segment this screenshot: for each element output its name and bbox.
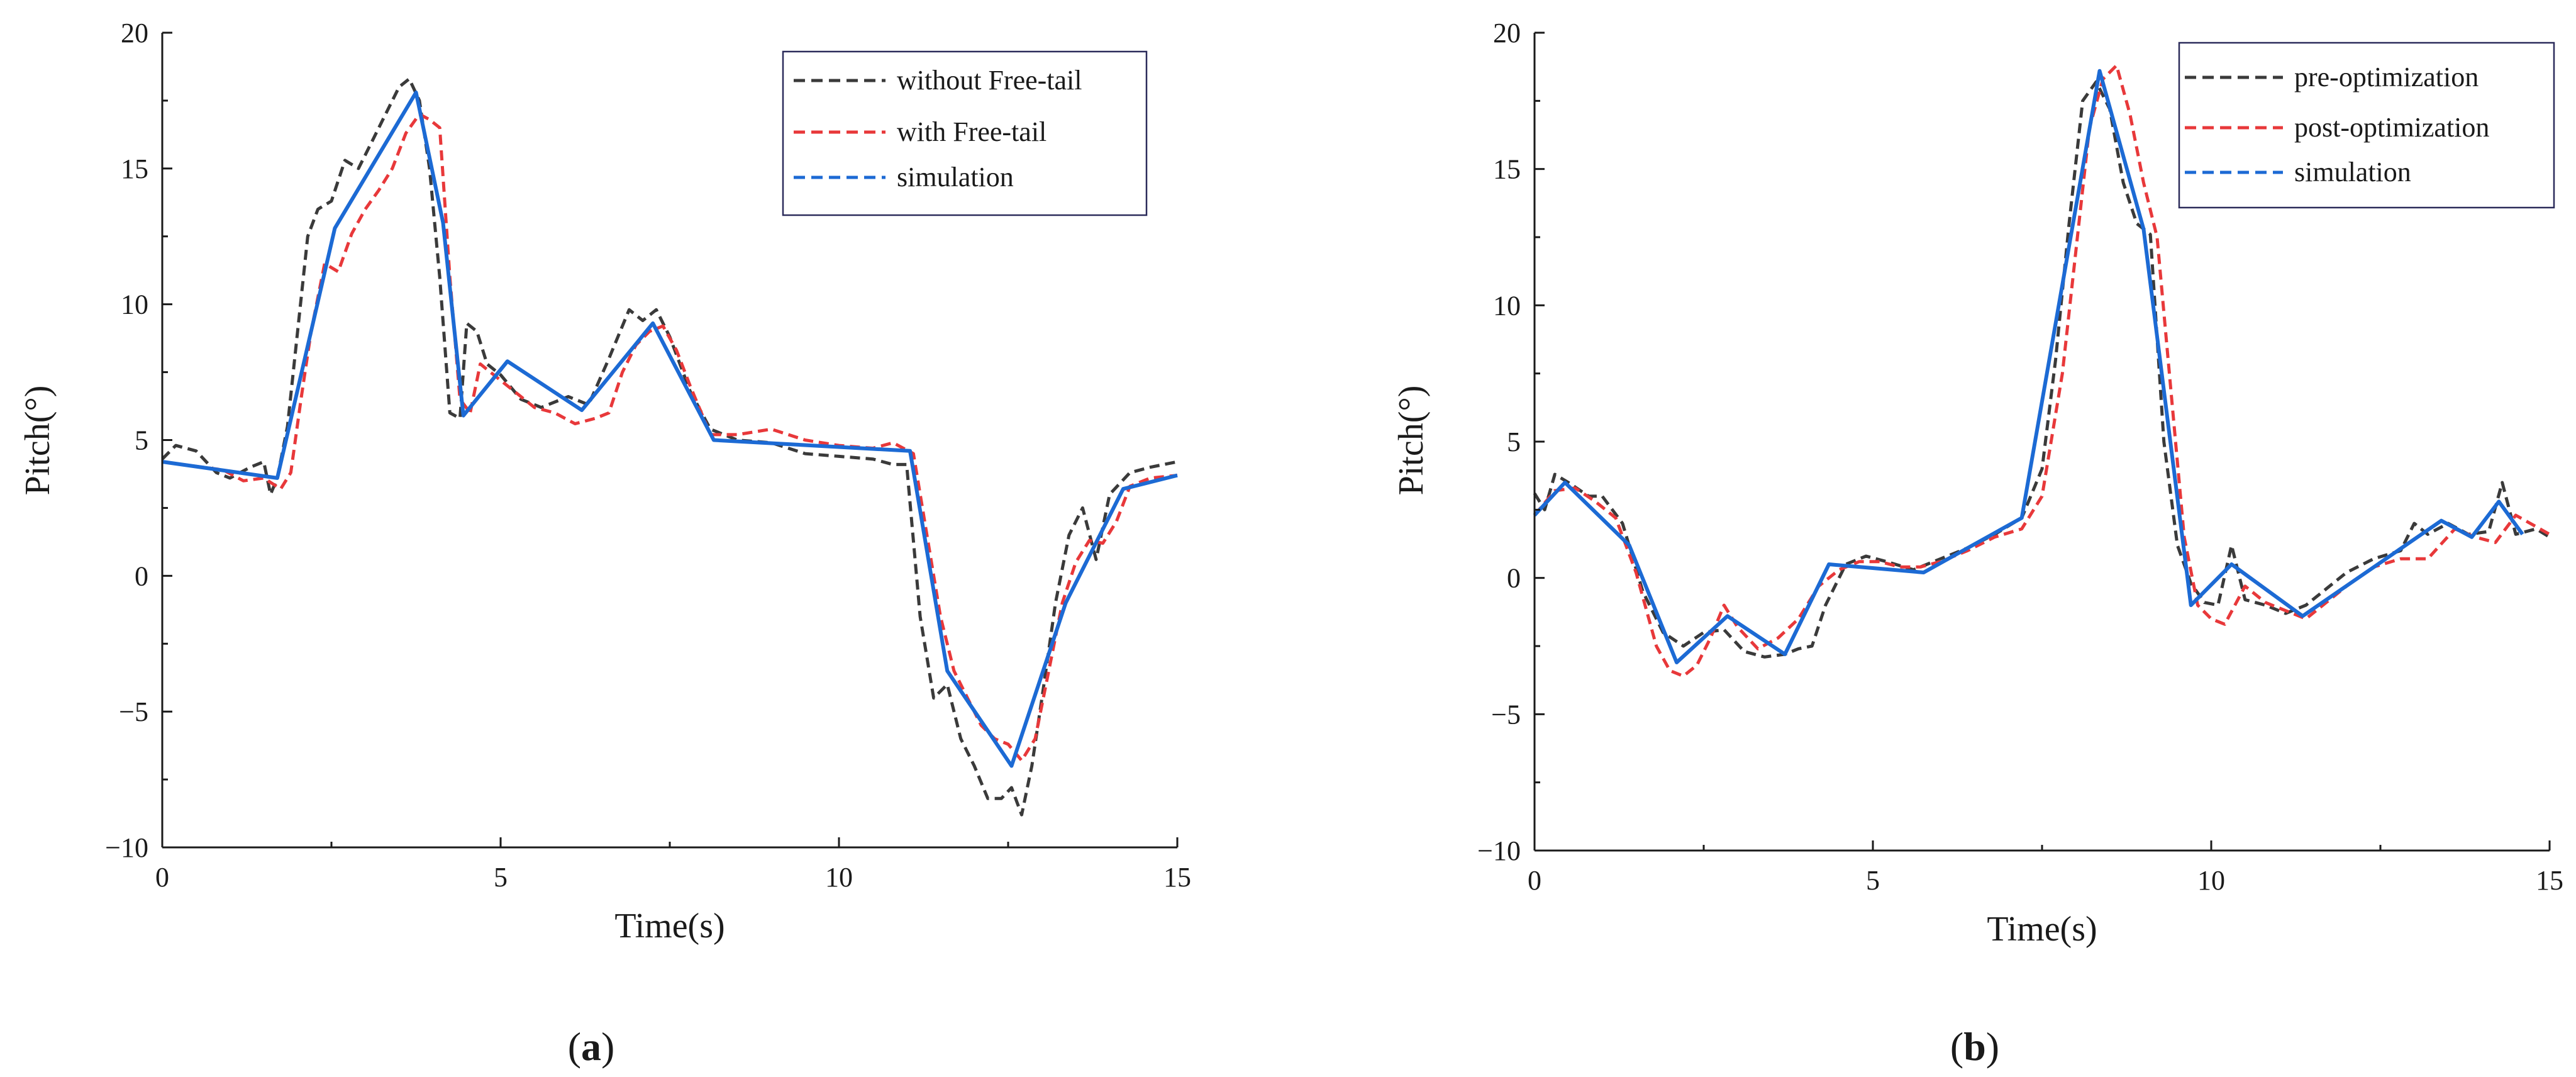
x-tick-label: 5 [1866, 865, 1880, 896]
x-axis-title: Time(s) [614, 907, 724, 946]
series-line-post-optimization [1533, 64, 2551, 678]
y-tick-label: −5 [119, 696, 148, 727]
panel-caption-b: (b) [1950, 1024, 1999, 1069]
series-line-simulation [1533, 69, 2524, 664]
y-tick-label: 0 [135, 561, 148, 591]
legend-box [782, 50, 1148, 216]
x-tick-label: 0 [155, 862, 169, 893]
caption-open: ( [1950, 1024, 1963, 1069]
y-tick-label: −10 [105, 832, 148, 863]
chart-panel-b: −10 −5 0 5 10 15 20 0 5 10 15 Pitch(°) Time(s) pre… [1392, 18, 2563, 1069]
legend-label-post-optimization: post-optimization [2294, 112, 2489, 143]
x-tick-label: 10 [825, 862, 853, 893]
series-layer [1533, 64, 2551, 678]
y-tick-label: 20 [121, 18, 148, 48]
chart-panel-a: −10 −5 0 5 10 15 20 0 5 10 15 Pitch(°) Time(s) wit… [18, 18, 1191, 1069]
caption-close: ) [601, 1024, 614, 1069]
legend-label-simulation: simulation [897, 162, 1014, 193]
x-tick-label: 15 [2536, 865, 2563, 896]
legend: without Free-tail with Free-tail simulat… [782, 50, 1148, 216]
y-tick-label: −10 [1477, 835, 1521, 866]
panel-caption-a: (a) [568, 1024, 615, 1069]
legend-label-without-free-tail: without Free-tail [897, 65, 1082, 96]
series-line-pre-optimization [1533, 80, 2551, 659]
series-line-simulation [162, 91, 1178, 768]
y-axis-title: Pitch(°) [1392, 386, 1431, 496]
y-tick-label: 0 [1507, 563, 1521, 594]
y-tick-label: 5 [1507, 427, 1521, 457]
caption-close: ) [1986, 1024, 1999, 1069]
legend-label-with-free-tail: with Free-tail [897, 116, 1046, 147]
x-axis-title: Time(s) [1987, 910, 2097, 949]
x-tick-label: 5 [494, 862, 508, 893]
tick-layer: −10 −5 0 5 10 15 20 0 5 10 15 [1477, 18, 2563, 896]
x-tick-label: 0 [1528, 865, 1541, 896]
series-line-without-free-tail [161, 77, 1178, 817]
y-tick-label: 10 [1493, 290, 1521, 321]
x-tick-label: 15 [1163, 862, 1191, 893]
y-tick-label: 5 [135, 425, 148, 456]
y-tick-label: 20 [1493, 18, 1521, 48]
caption-letter: b [1963, 1024, 1986, 1069]
y-tick-label: −5 [1491, 699, 1521, 730]
y-axis-title: Pitch(°) [18, 386, 57, 496]
series-line-with-free-tail [162, 113, 1178, 762]
x-tick-label: 10 [2197, 865, 2225, 896]
legend-label-simulation: simulation [2294, 157, 2411, 187]
y-tick-label: 15 [121, 153, 148, 184]
y-tick-label: 15 [1493, 154, 1521, 185]
legend-label-pre-optimization: pre-optimization [2294, 62, 2479, 92]
legend: pre-optimization post-optimization simul… [2178, 42, 2555, 209]
caption-letter: a [581, 1024, 601, 1069]
legend-box [2178, 42, 2555, 209]
y-tick-label: 10 [121, 289, 148, 320]
caption-open: ( [568, 1024, 581, 1069]
tick-layer: −10 −5 0 5 10 15 20 0 5 10 15 [105, 18, 1191, 893]
series-layer [161, 77, 1178, 817]
